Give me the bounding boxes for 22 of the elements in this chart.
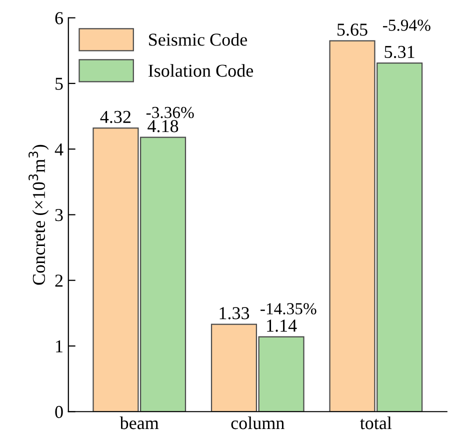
data-label: 4.32 xyxy=(100,110,131,124)
y-tick-label: 5 xyxy=(56,78,63,90)
y-tick-label: 0 xyxy=(55,406,63,418)
annotation: -14.35% xyxy=(260,303,316,314)
x-tick-label: total xyxy=(360,416,392,430)
y-axis-title: Concrete (×10$^{3}$m$^{3}$) xyxy=(28,144,49,285)
y-tick-label: 6 xyxy=(55,12,63,24)
y-tick-label: 3 xyxy=(55,209,63,222)
data-label: 5.31 xyxy=(384,46,414,58)
x-tick-label: column xyxy=(231,416,284,430)
annotation: -3.36% xyxy=(146,106,194,118)
annotation: -5.94% xyxy=(382,20,430,31)
data-label: 1.14 xyxy=(267,320,297,332)
data-label: 5.65 xyxy=(338,24,368,36)
y-tick-label: 4 xyxy=(54,143,64,156)
y-tick-label: 1 xyxy=(56,340,62,352)
legend-label: Isolation Code xyxy=(148,64,254,77)
data-label: 4.18 xyxy=(148,120,178,132)
data-label: 1.33 xyxy=(220,307,250,320)
legend-label: Seismic Code xyxy=(149,33,248,46)
y-tick-label: 2 xyxy=(55,274,63,287)
x-tick-label: beam xyxy=(120,416,159,430)
